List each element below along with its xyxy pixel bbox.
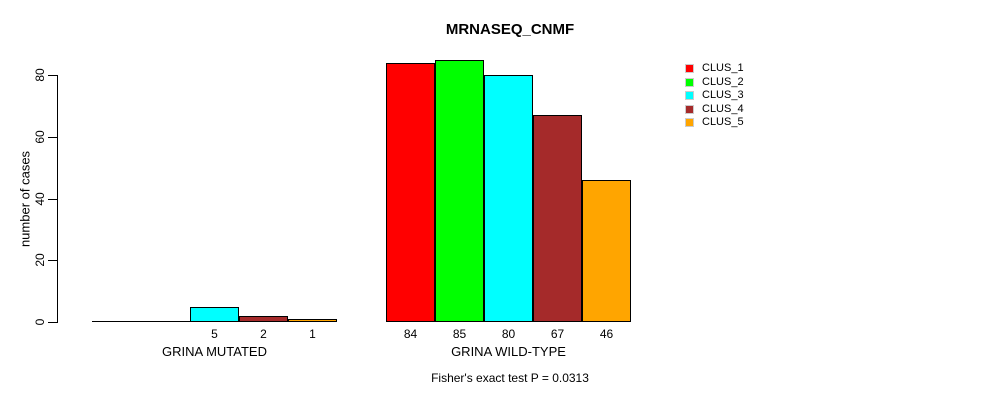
legend-swatch xyxy=(685,91,694,100)
legend-swatch xyxy=(685,105,694,114)
x-group-label: GRINA WILD-TYPE xyxy=(451,344,566,359)
bar xyxy=(141,321,190,322)
bar xyxy=(239,316,288,322)
bar-value-label: 5 xyxy=(211,327,218,341)
y-tick-label: 20 xyxy=(33,253,47,267)
y-tick xyxy=(48,322,57,323)
bar-value-label: 80 xyxy=(501,327,516,341)
x-group-label: GRINA MUTATED xyxy=(162,344,267,359)
legend-swatch xyxy=(685,118,694,127)
legend-label: CLUS_2 xyxy=(702,76,744,88)
bar-value-label: 85 xyxy=(452,327,467,341)
y-tick-label: 0 xyxy=(33,318,47,326)
bar-value-label: 84 xyxy=(403,327,418,341)
bar xyxy=(484,75,533,322)
y-axis-label: number of cases xyxy=(17,150,33,248)
chart-title: MRNASEQ_CNMF xyxy=(445,21,575,38)
bar xyxy=(582,180,631,322)
bar-value-label: 67 xyxy=(550,327,565,341)
bar xyxy=(533,115,582,322)
bar xyxy=(435,60,484,322)
bar-value-label: 46 xyxy=(599,327,614,341)
bar xyxy=(288,319,337,322)
bar xyxy=(386,63,435,322)
y-tick-label: 40 xyxy=(33,192,47,206)
bar-value-label: 1 xyxy=(309,327,316,341)
y-tick xyxy=(48,137,57,138)
legend-swatch xyxy=(685,78,694,87)
legend-label: CLUS_3 xyxy=(702,89,744,101)
bar-value-label: 2 xyxy=(260,327,267,341)
y-tick xyxy=(48,260,57,261)
y-tick xyxy=(48,199,57,200)
legend-label: CLUS_1 xyxy=(702,62,744,74)
legend-swatch xyxy=(685,64,694,73)
y-axis-line xyxy=(57,75,58,323)
y-tick xyxy=(48,75,57,76)
y-tick-label: 60 xyxy=(33,130,47,144)
bar xyxy=(92,321,141,322)
y-tick-label: 80 xyxy=(33,68,47,82)
legend-label: CLUS_5 xyxy=(702,116,744,128)
bar xyxy=(190,307,239,322)
legend-label: CLUS_4 xyxy=(702,103,744,115)
fisher-test-annotation: Fisher's exact test P = 0.0313 xyxy=(431,371,589,385)
